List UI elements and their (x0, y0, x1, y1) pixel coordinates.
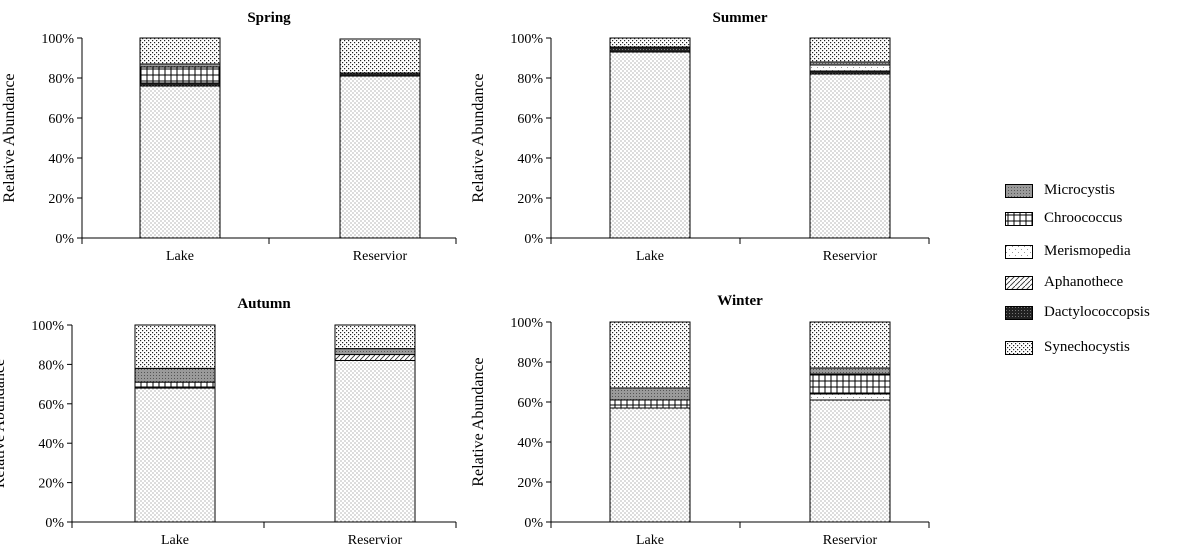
x-tick-label-reservior: Reservior (823, 249, 878, 264)
y-tick-label: 100% (31, 319, 64, 334)
y-tick-label: 80% (38, 358, 64, 373)
x-tick-label-reservior: Reservior (353, 249, 408, 264)
bar-segment-lake-synechocystis (609, 407, 691, 523)
bar-segment-lake-microcystis (609, 387, 691, 401)
bar-segment-lake-chroococcus (134, 381, 216, 389)
chart-panel-winter: Winter Relative Abundance 0% 20% 40% 60% 80% 10… (470, 293, 930, 548)
bar-segment-reservior-merismopedia (809, 393, 891, 401)
bar-segment-reservior-other (809, 37, 891, 63)
bar-segment-reservior-microcystis (334, 348, 416, 356)
legend-item-dactylococcopsis: Dactylococcopsis (1000, 304, 1200, 326)
chart-title: Summer (713, 10, 768, 26)
bar-segment-lake-other (609, 321, 691, 389)
x-tick-label-lake: Lake (166, 249, 194, 264)
chart-panel-spring: Spring Relative Abundance 0% 20% 40% 60% 80% 10… (1, 10, 457, 264)
bar-segment-reservior-other (809, 321, 891, 369)
y-tick-label: 100% (510, 316, 543, 331)
y-axis-label: Relative Abundance (470, 357, 487, 486)
bar-segment-lake-dactylococcopsis (609, 46, 691, 53)
bar-segment-lake-synechocystis (134, 387, 216, 523)
bar-segment-reservior-synechocystis (809, 73, 891, 239)
y-tick-label: 40% (38, 437, 64, 452)
bar-segment-reservior-other (334, 324, 416, 350)
legend: Microcystis Chroococcus Merismopedia Aph… (1000, 176, 1200, 376)
bar-segment-lake-other (609, 37, 691, 48)
legend-item-aphanothece: Aphanothece (1000, 274, 1200, 296)
legend-swatch-chroococcus (1005, 212, 1033, 226)
y-axis-label: Relative Abundance (1, 73, 18, 202)
y-tick-label: 60% (517, 396, 543, 411)
bar-segment-lake-other (134, 324, 216, 369)
bar-segment-reservior-synechocystis (809, 399, 891, 523)
chart-title: Spring (247, 10, 291, 26)
y-tick-label: 40% (517, 436, 543, 451)
legend-label-dactylococcopsis: Dactylococcopsis (1044, 304, 1150, 320)
bar-segment-reservior-synechocystis (339, 75, 421, 239)
chart-panel-autumn: Autumn Relative Abundance 0% 20% 40% 60% 80% 10… (0, 296, 457, 548)
y-tick-label: 0% (55, 232, 74, 247)
y-tick-label: 80% (517, 72, 543, 87)
y-tick-label: 100% (510, 32, 543, 47)
y-tick-label: 40% (517, 152, 543, 167)
x-tick-label-lake: Lake (636, 533, 664, 548)
y-tick-label: 0% (524, 232, 543, 247)
y-axis-label: Relative Abundance (0, 359, 8, 488)
charts-svg: Spring Relative Abundance 0% 20% 40% 60% 80% 10… (0, 10, 930, 548)
bar-segment-lake-synechocystis (609, 51, 691, 239)
bar-segment-reservior-other (339, 38, 421, 74)
bar-segment-lake-microcystis (134, 367, 216, 383)
y-tick-label: 60% (48, 112, 74, 127)
legend-label-merismopedia: Merismopedia (1044, 243, 1131, 259)
bar-segment-lake-chroococcus (139, 66, 221, 84)
bar-segment-reservior-microcystis (809, 367, 891, 375)
legend-item-merismopedia: Merismopedia (1000, 243, 1200, 265)
y-tick-label: 100% (41, 32, 74, 47)
chart-panel-summer: Summer Relative Abundance 0% 20% 40% 60% 80% 10… (470, 10, 930, 264)
legend-item-synechocystis: Synechocystis (1000, 339, 1200, 361)
bar-segment-lake-synechocystis (139, 85, 221, 239)
bar-segment-reservior-aphanothece (334, 354, 416, 361)
y-tick-label: 0% (524, 516, 543, 531)
legend-swatch-dactylococcopsis (1005, 306, 1033, 320)
y-tick-label: 0% (45, 516, 64, 531)
legend-label-synechocystis: Synechocystis (1044, 339, 1130, 355)
chart-title: Winter (717, 293, 763, 309)
legend-swatch-synechocystis (1005, 341, 1033, 355)
y-tick-label: 60% (517, 112, 543, 127)
legend-label-microcystis: Microcystis (1044, 182, 1115, 198)
x-tick-label-reservior: Reservior (348, 533, 403, 548)
y-tick-label: 60% (38, 398, 64, 413)
legend-item-chroococcus: Chroococcus (1000, 210, 1200, 232)
y-tick-label: 80% (48, 72, 74, 87)
x-tick-label-lake: Lake (161, 533, 189, 548)
legend-swatch-microcystis (1005, 184, 1033, 198)
bar-segment-reservior-chroococcus (809, 373, 891, 395)
x-tick-label-lake: Lake (636, 249, 664, 264)
bar-segment-lake-chroococcus (609, 399, 691, 409)
y-axis-label: Relative Abundance (470, 73, 487, 202)
bar-segment-lake-other (139, 37, 221, 65)
y-tick-label: 20% (517, 192, 543, 207)
legend-swatch-aphanothece (1005, 276, 1033, 290)
y-tick-label: 80% (517, 356, 543, 371)
legend-label-aphanothece: Aphanothece (1044, 274, 1124, 290)
legend-label-chroococcus: Chroococcus (1044, 210, 1123, 226)
y-tick-label: 40% (48, 152, 74, 167)
bar-segment-reservior-synechocystis (334, 359, 416, 523)
legend-item-microcystis: Microcystis (1000, 182, 1200, 204)
bar-segment-reservior-merismopedia (809, 64, 891, 72)
x-tick-label-reservior: Reservior (823, 533, 878, 548)
legend-swatch-merismopedia (1005, 245, 1033, 259)
y-tick-label: 20% (517, 476, 543, 491)
chart-title: Autumn (237, 296, 291, 312)
y-tick-label: 20% (48, 192, 74, 207)
y-tick-label: 20% (38, 477, 64, 492)
